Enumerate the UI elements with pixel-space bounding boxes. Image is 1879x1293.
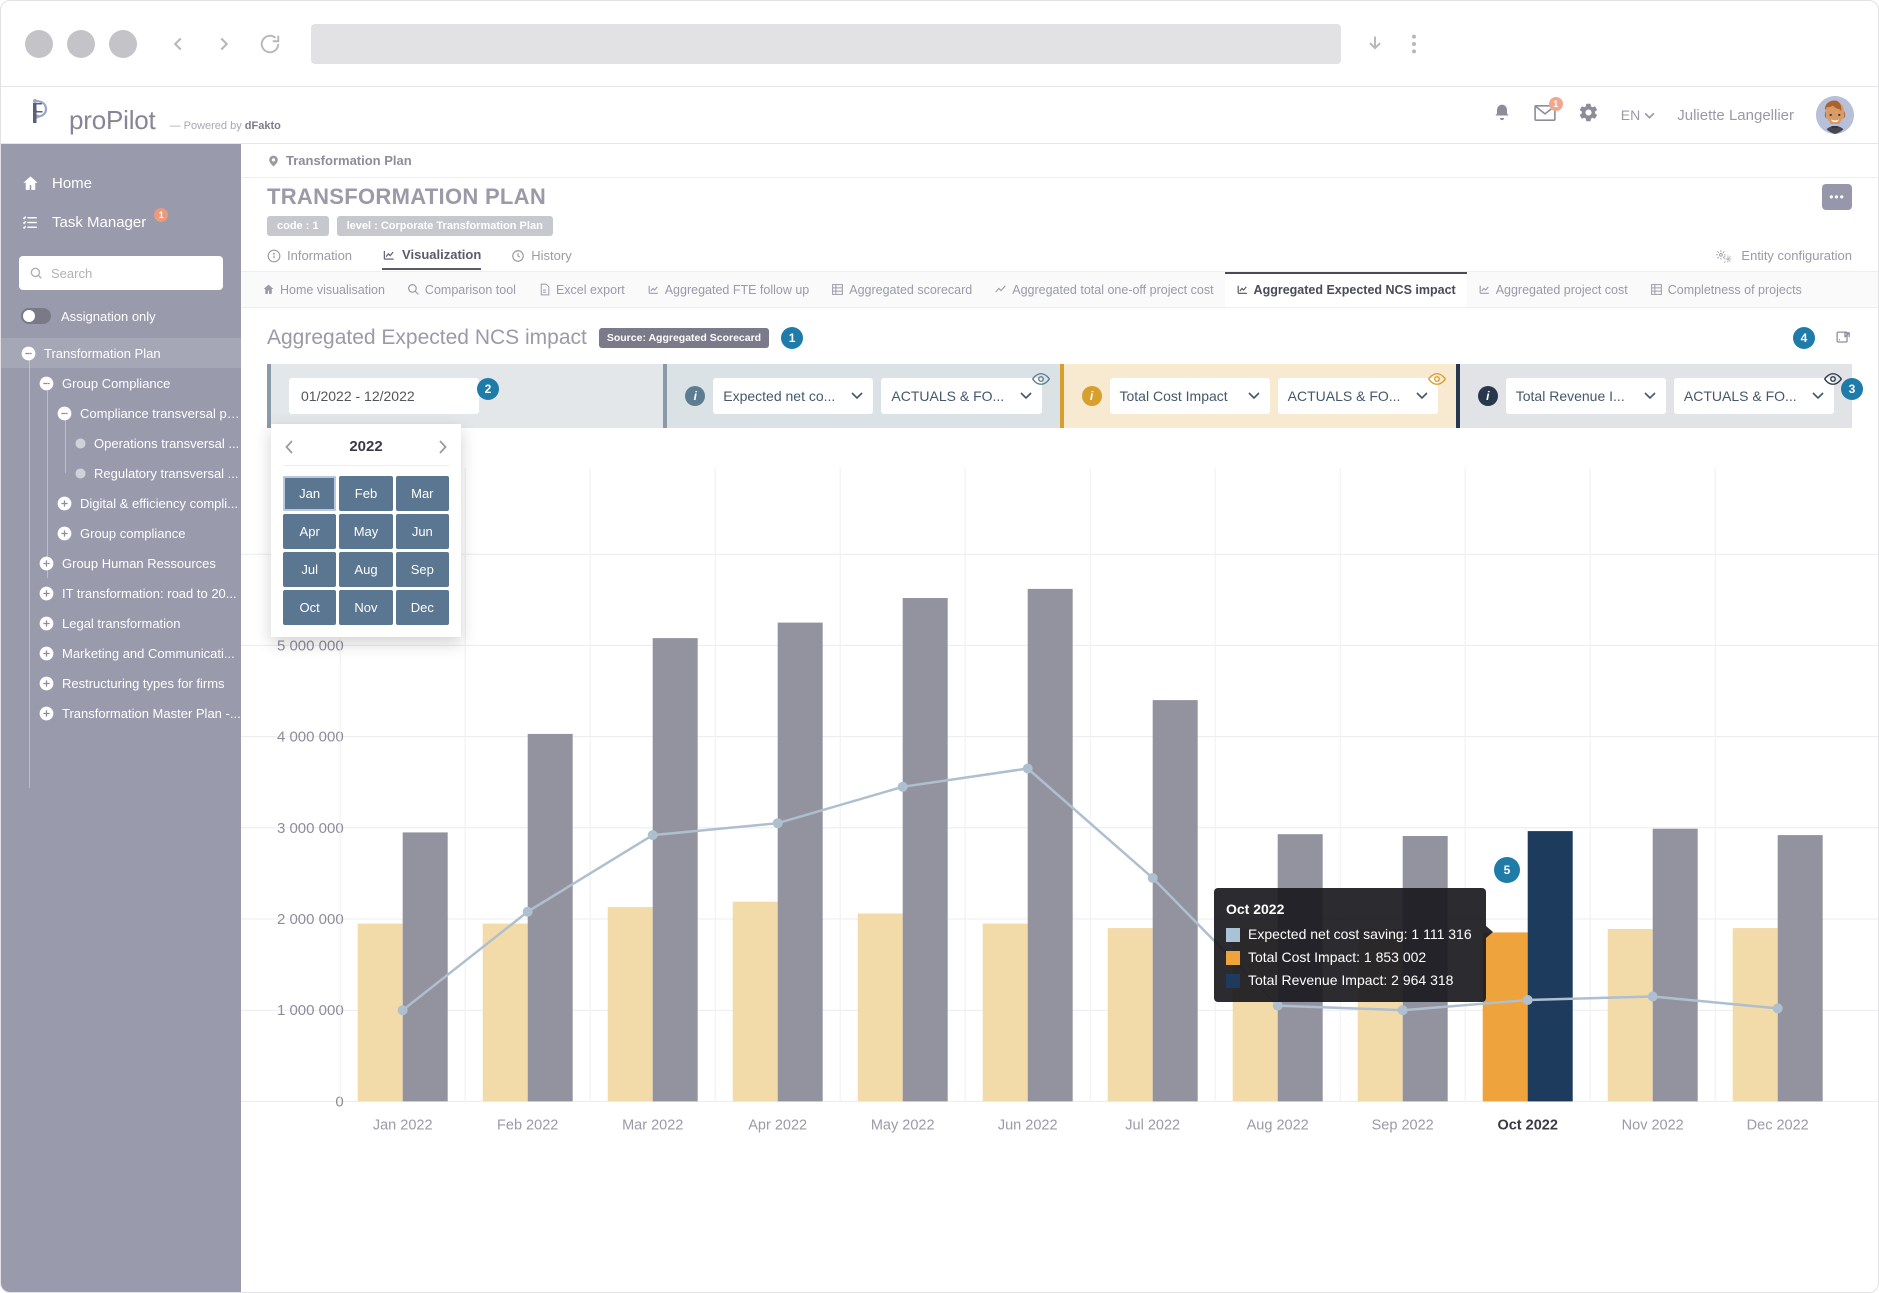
svg-text:Apr 2022: Apr 2022 (748, 1117, 807, 1133)
svg-text:4 000 000: 4 000 000 (277, 729, 344, 746)
svg-text:Aug 2022: Aug 2022 (1247, 1117, 1309, 1133)
svg-text:Oct 2022: Oct 2022 (1497, 1117, 1557, 1133)
svg-text:Mar 2022: Mar 2022 (622, 1117, 683, 1133)
svg-text:May 2022: May 2022 (871, 1117, 935, 1133)
svg-text:Dec 2022: Dec 2022 (1747, 1117, 1809, 1133)
svg-text:Jun 2022: Jun 2022 (998, 1117, 1058, 1133)
svg-text:Feb 2022: Feb 2022 (497, 1117, 558, 1133)
svg-text:5 000 000: 5 000 000 (277, 637, 344, 654)
svg-text:Jul 2022: Jul 2022 (1125, 1117, 1180, 1133)
svg-text:1 000 000: 1 000 000 (277, 1002, 344, 1019)
svg-text:0: 0 (335, 1093, 343, 1110)
svg-text:3 000 000: 3 000 000 (277, 820, 344, 837)
svg-text:Nov 2022: Nov 2022 (1622, 1117, 1684, 1133)
svg-text:2 000 000: 2 000 000 (277, 911, 344, 928)
svg-text:Jan 2022: Jan 2022 (373, 1117, 433, 1133)
svg-text:Sep 2022: Sep 2022 (1372, 1117, 1434, 1133)
